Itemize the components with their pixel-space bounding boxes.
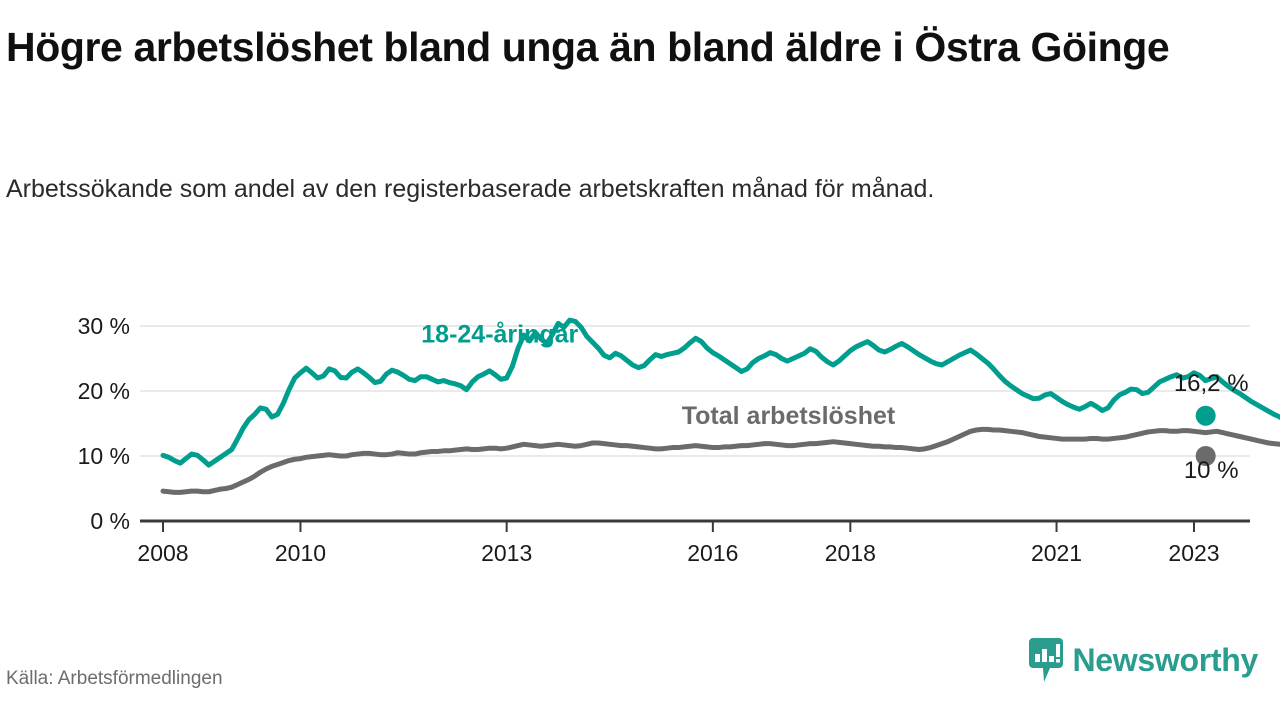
end-value-label: 10 % (1184, 457, 1239, 484)
series-name-label: 18-24-åringar (421, 320, 578, 348)
y-tick-label: 20 % (78, 378, 130, 404)
page-title: Högre arbetslöshet bland unga än bland ä… (6, 24, 1170, 70)
y-tick-label: 30 % (78, 313, 130, 339)
end-point-marker (1195, 405, 1216, 426)
series-line (160, 317, 1280, 468)
brand-logo: Newsworthy (1028, 638, 1259, 682)
x-tick-label: 2018 (825, 540, 876, 566)
series-line (160, 426, 1280, 495)
x-tick-label: 2010 (275, 540, 326, 566)
x-tick-label: 2021 (1031, 540, 1082, 566)
line-chart: 0 % 10 % 20 % 30 % 18-24-åringar Total arbet… (78, 313, 1280, 566)
series-name-label: Total arbetslöshet (682, 402, 896, 430)
end-point-marker (1195, 446, 1216, 466)
y-axis-labels: 0 % 10 % 20 % 30 % (78, 313, 130, 534)
chart-area: 0 % 10 % 20 % 30 % 18-24-åringar Total arbet… (0, 290, 1280, 580)
end-point-markers (1195, 405, 1216, 466)
x-tick-label: 2023 (1168, 540, 1219, 566)
series-lines (160, 317, 1280, 495)
series-annotations: 18-24-åringar Total arbetslöshet 16,2 % 10 … (421, 320, 1248, 484)
x-tick-label: 2008 (137, 540, 188, 566)
newsworthy-logo-icon (1028, 638, 1063, 682)
source-note: Källa: Arbetsförmedlingen (6, 668, 223, 689)
end-value-label: 16,2 % (1174, 370, 1249, 397)
x-tick-label: 2016 (687, 540, 738, 566)
x-axis (162, 521, 1195, 532)
brand-name: Newsworthy (1072, 641, 1259, 678)
x-axis-labels: 2008 2010 2013 2016 2018 2021 2023 (137, 540, 1219, 566)
page-subtitle: Arbetssökande som andel av den registerb… (6, 175, 935, 203)
y-tick-label: 10 % (78, 443, 130, 469)
y-tick-label: 0 % (90, 508, 130, 534)
x-tick-label: 2013 (481, 540, 532, 566)
